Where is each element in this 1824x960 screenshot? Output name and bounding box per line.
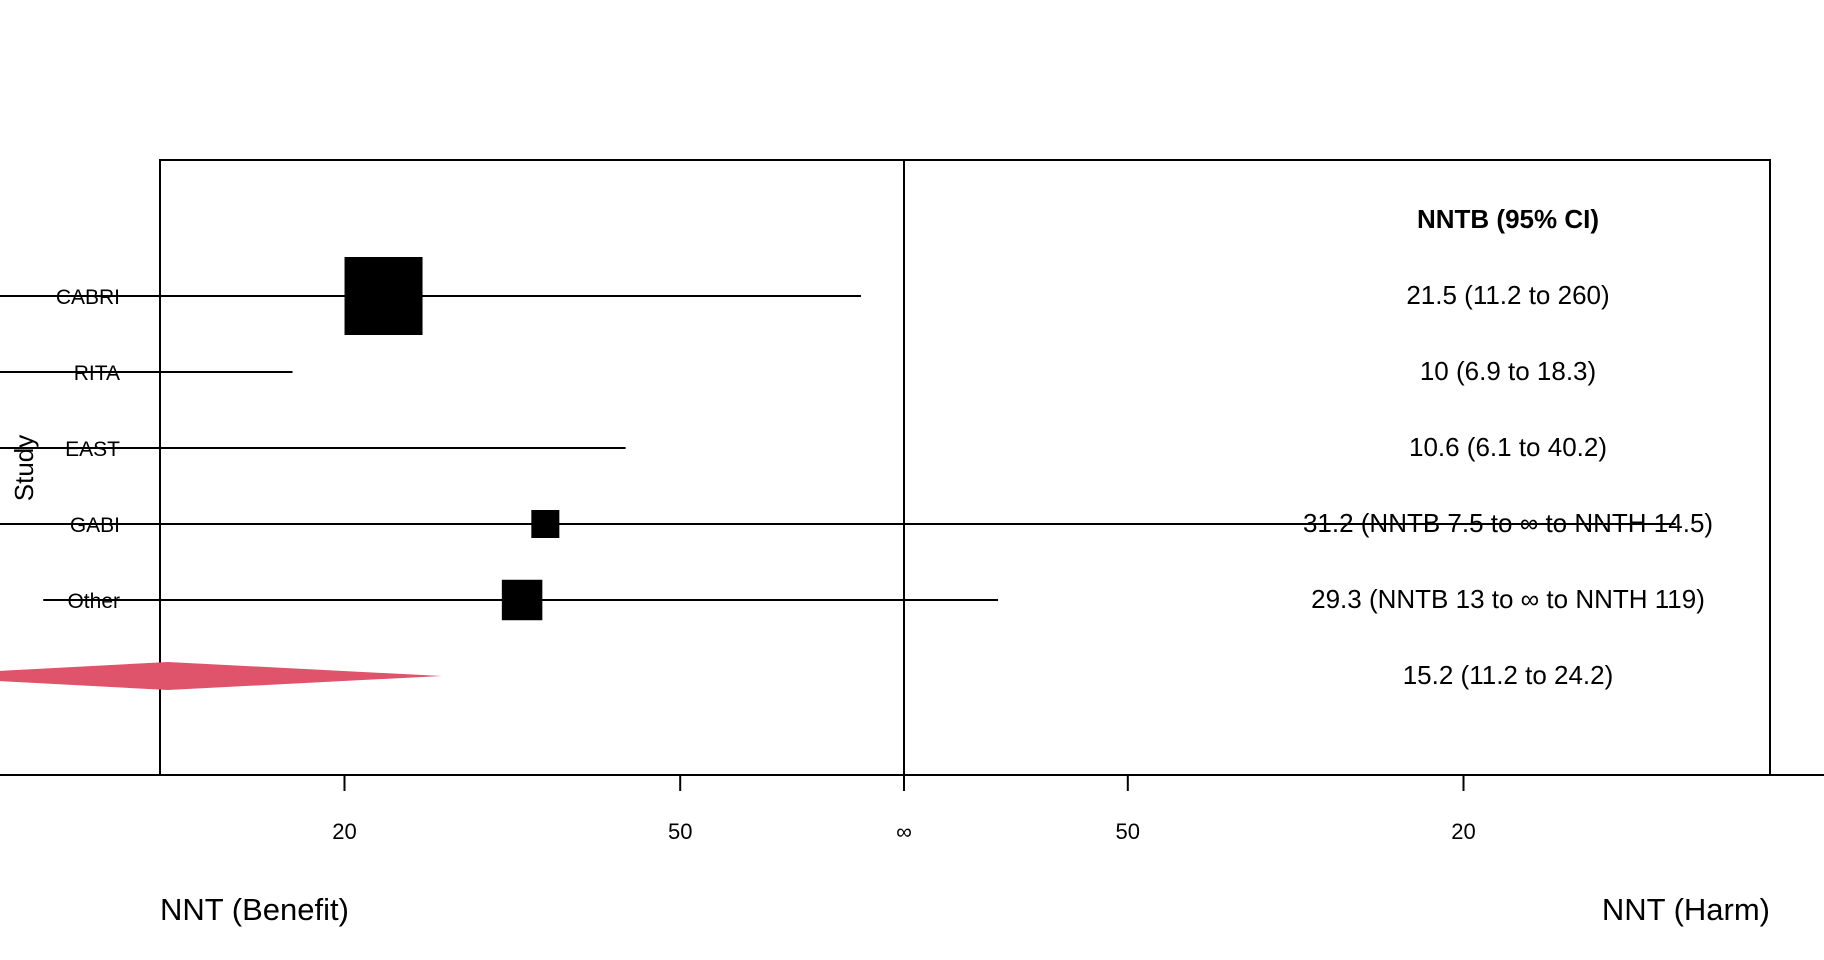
point-estimate-box [344,257,423,335]
x-axis: 6102050∞502010 [0,774,1824,844]
point-estimate-box [501,579,543,621]
x-tick-label: ∞ [896,819,912,844]
overall-row: 15.2 (11.2 to 24.2) [0,660,1613,690]
ci-column-header: NNTB (95% CI) [1417,204,1599,234]
x-axis-title-harm: NNT (Harm) [1602,892,1770,927]
x-tick-label: 50 [1116,819,1140,844]
ci-label: 10.6 (6.1 to 40.2) [1409,432,1607,462]
study-name: RITA [74,362,120,385]
study-name: Other [67,590,120,613]
overall-diamond [0,662,442,690]
study-name: EAST [65,438,120,461]
study-name: GABI [70,514,120,537]
x-tick-label: 50 [668,819,692,844]
ci-label: 21.5 (11.2 to 260) [1406,280,1609,310]
point-estimate-box [531,510,560,538]
y-axis: CABRIRITAEASTGABIOtherOverall [53,286,160,689]
study-rows: 21.5 (11.2 to 260) 10 (6.9 to 18.3) 10.6 (… [0,257,1713,621]
study-name: CABRI [56,286,120,309]
ci-label: 29.3 (NNTB 13 to ∞ to NNTH 119) [1311,584,1705,614]
x-axis-title-benefit: NNT (Benefit) [160,892,349,927]
y-axis-title: Study [9,435,39,502]
x-tick-label: 20 [1451,819,1475,844]
x-tick-label: 20 [332,819,356,844]
ci-label: 15.2 (11.2 to 24.2) [1403,660,1614,690]
ci-label: 10 (6.9 to 18.3) [1420,356,1596,386]
